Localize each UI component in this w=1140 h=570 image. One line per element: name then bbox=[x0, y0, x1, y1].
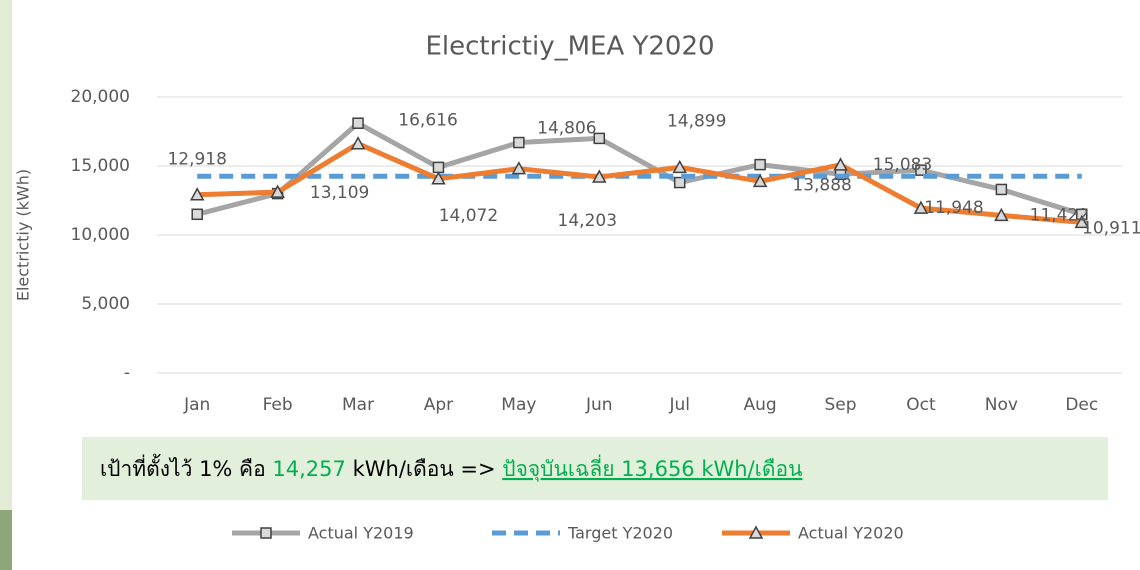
data-label: 11,422 bbox=[1030, 205, 1089, 225]
x-tick-label: Jun bbox=[585, 395, 613, 415]
data-label: 14,899 bbox=[667, 111, 726, 131]
data-point bbox=[432, 161, 445, 174]
data-label: 14,072 bbox=[439, 206, 498, 226]
data-point bbox=[593, 132, 606, 145]
data-label: 14,806 bbox=[537, 119, 596, 139]
left-strip bbox=[0, 0, 12, 570]
data-point bbox=[833, 157, 848, 171]
x-tick-label: Jul bbox=[668, 395, 690, 415]
data-label: 15,083 bbox=[873, 155, 932, 175]
note-prefix: เป้าที่ตั้งไว้ 1% คือ bbox=[100, 454, 266, 481]
series-line bbox=[197, 141, 1083, 225]
data-label: 11,948 bbox=[924, 198, 983, 218]
data-point bbox=[352, 117, 364, 129]
x-tick-label: Mar bbox=[342, 395, 374, 415]
y-tick-label: 5,000 bbox=[81, 294, 130, 314]
y-tick-label: - bbox=[124, 363, 130, 383]
y-tick-label: 10,000 bbox=[71, 225, 130, 245]
data-label: 10,911 bbox=[1082, 218, 1140, 238]
series-line bbox=[196, 120, 1083, 217]
x-tick-label: May bbox=[501, 395, 536, 415]
note-current: ปัจจุบันเฉลี่ย 13,656 kWh/เดือน bbox=[502, 454, 802, 482]
legend-marker bbox=[748, 525, 764, 539]
data-point bbox=[915, 164, 927, 176]
x-tick-label: Apr bbox=[424, 395, 453, 415]
data-point bbox=[752, 173, 768, 188]
chart-title: Electrictiy_MEA Y2020 bbox=[425, 32, 714, 62]
data-point bbox=[592, 169, 607, 183]
data-point bbox=[270, 184, 285, 198]
data-point bbox=[673, 176, 686, 189]
y-axis-title: Electrictiy (kWh) bbox=[14, 169, 33, 301]
x-tick-label: Jan bbox=[183, 395, 210, 415]
y-tick-label: 20,000 bbox=[71, 87, 130, 107]
legend-label: Actual Y2020 bbox=[798, 524, 904, 543]
note-box bbox=[82, 437, 1108, 500]
data-point bbox=[350, 136, 366, 150]
legend-label: Target Y2020 bbox=[567, 524, 673, 543]
left-strip-dark bbox=[0, 510, 12, 570]
x-tick-label: Nov bbox=[985, 395, 1018, 415]
legend-marker bbox=[260, 527, 272, 539]
data-label: 13,888 bbox=[792, 175, 851, 195]
data-point bbox=[1074, 214, 1090, 229]
data-point bbox=[913, 200, 929, 214]
data-point bbox=[994, 207, 1009, 222]
data-point bbox=[672, 159, 687, 174]
x-tick-label: Oct bbox=[906, 395, 936, 415]
data-label: 13,109 bbox=[310, 183, 369, 203]
data-label: 16,616 bbox=[398, 111, 457, 131]
legend-label: Actual Y2019 bbox=[308, 524, 414, 543]
x-tick-label: Feb bbox=[263, 395, 293, 415]
data-point bbox=[511, 161, 527, 175]
x-tick-label: Dec bbox=[1065, 395, 1098, 415]
data-label: 12,918 bbox=[167, 150, 226, 170]
data-point bbox=[189, 187, 205, 201]
data-point bbox=[191, 208, 203, 221]
data-label: 14,203 bbox=[558, 211, 617, 231]
data-point bbox=[995, 183, 1008, 196]
x-tick-label: Aug bbox=[744, 395, 777, 415]
data-point bbox=[431, 171, 446, 185]
note-unit: kWh/เดือน => bbox=[353, 457, 496, 481]
note-target: 14,257 bbox=[272, 457, 345, 481]
data-point bbox=[513, 136, 525, 149]
note: เป้าที่ตั้งไว้ 1% คือ 14,257 kWh/เดือน =… bbox=[100, 454, 802, 482]
y-tick-label: 15,000 bbox=[71, 156, 130, 176]
x-tick-label: Sep bbox=[825, 395, 857, 415]
data-point bbox=[754, 158, 766, 171]
